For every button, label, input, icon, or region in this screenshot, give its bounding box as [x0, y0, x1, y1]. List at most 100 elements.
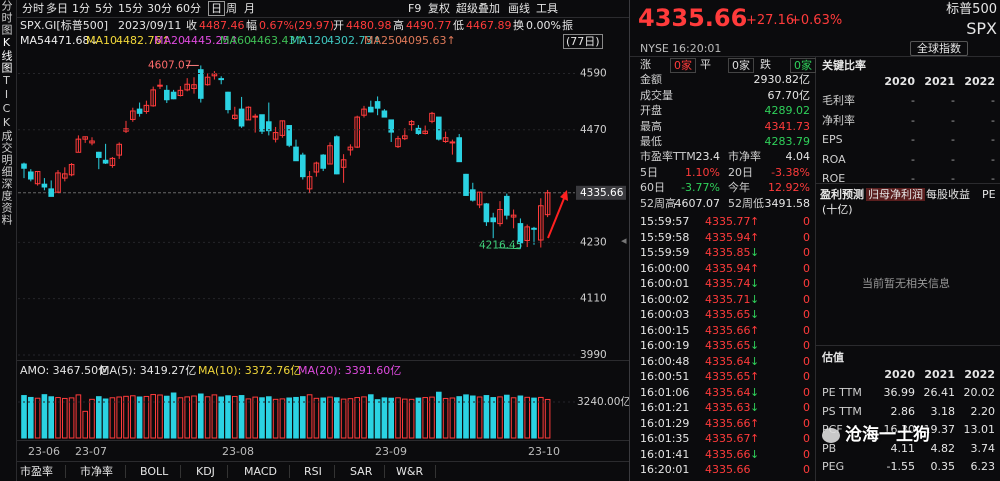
indicator-tab[interactable]: 市盈率 — [20, 465, 66, 478]
period-tab[interactable]: 30分 — [147, 2, 172, 15]
tool-button[interactable]: 画线 — [508, 2, 530, 15]
quote-value: 3491.58 — [764, 196, 811, 210]
tick-time: 16:01:41 — [640, 447, 690, 461]
volume-bar — [279, 398, 286, 439]
volume-bar — [313, 397, 320, 439]
tick-volume: 0 — [803, 308, 810, 321]
tick-volume: 0 — [803, 230, 810, 244]
valuation-value: 16.30 — [883, 423, 916, 436]
tick-dir: ↑ — [750, 215, 760, 228]
tick-volume: 0 — [803, 339, 810, 352]
volume-bar — [544, 398, 551, 439]
tick-dir: ↓ — [750, 401, 760, 414]
ma-name: MA20 — [154, 34, 186, 47]
indicator-tab[interactable]: W&R — [396, 465, 437, 478]
volume-bar — [184, 396, 190, 439]
forecast-tab[interactable]: 归母净利润 — [866, 188, 925, 201]
valuation-value: 36.99 — [883, 386, 916, 399]
info-text: 4490.77 — [406, 19, 452, 32]
range-label[interactable]: (77日) — [563, 34, 603, 49]
quote-label: 5日 — [640, 165, 658, 179]
quote-label: 市净率 — [728, 150, 761, 163]
volume-bar — [225, 395, 231, 439]
indicator-tab[interactable]: BOLL — [140, 465, 182, 478]
quote-label: 52周高 — [640, 196, 676, 210]
side-tab[interactable]: 分时图 — [0, 0, 13, 36]
period-tab[interactable]: 多日 — [46, 2, 68, 15]
period-tab[interactable]: 60分 — [176, 2, 201, 15]
divider — [816, 183, 1000, 184]
tick-dir: ↑ — [750, 416, 760, 430]
tick-time: 16:00:15 — [640, 323, 690, 337]
period-tab[interactable]: 15分 — [118, 2, 143, 15]
volume-bar — [109, 397, 116, 439]
tick-volume: 0 — [803, 401, 810, 414]
tick-dir: ↑ — [750, 370, 760, 383]
quote-value: 4283.79 — [764, 135, 811, 148]
x-tick-label: 23-09 — [375, 445, 407, 458]
valuation-value: 19.37 — [923, 423, 956, 436]
side-tab[interactable]: 深度资料 — [0, 178, 13, 226]
volume-bar — [34, 397, 41, 439]
ratio-value: - — [991, 94, 995, 107]
section-title: 关键比率 — [822, 59, 866, 72]
tick-dir: ↓ — [750, 447, 760, 461]
volume-bar — [524, 396, 531, 439]
volume-bar — [408, 398, 415, 439]
ratio-label: ROE — [822, 172, 846, 185]
low-label: 4216.45 — [479, 240, 522, 252]
indicator-tab[interactable]: RSI — [304, 465, 335, 478]
forecast-tab[interactable]: 盈利预测 — [820, 188, 864, 201]
ma-name: MA5 — [20, 34, 45, 47]
period-tab[interactable]: 日 — [208, 1, 225, 16]
volume-bar — [55, 397, 61, 439]
period-tab[interactable]: 周 — [226, 2, 237, 15]
change-pct: +0.63% — [790, 13, 843, 28]
quote-value: 4341.73 — [764, 119, 811, 133]
forecast-tab[interactable]: PE — [982, 188, 996, 201]
volume-bar — [28, 396, 34, 439]
period-tab[interactable]: 5分 — [95, 2, 113, 15]
side-tab[interactable]: 成交明细 — [0, 130, 13, 178]
tick-time: 16:01:06 — [640, 385, 690, 399]
tick-time: 16:01:35 — [640, 432, 690, 445]
volume-bar — [381, 397, 388, 439]
global-index-button[interactable]: 全球指数 — [910, 41, 968, 56]
breadth: 跌 — [760, 58, 771, 71]
volume-bar — [177, 397, 184, 439]
tick-time: 16:00:19 — [640, 339, 690, 352]
tick-dir: ↓ — [750, 354, 760, 368]
volume-bar — [170, 392, 177, 439]
volume-legend: MA(5): 3419.27亿 — [100, 364, 197, 377]
volume-bar — [388, 397, 394, 439]
indicator-tab[interactable]: 市净率 — [80, 465, 126, 478]
forecast-tab[interactable]: 每股收益 — [926, 188, 970, 201]
side-tab[interactable]: TICK — [0, 74, 13, 130]
tool-button[interactable]: 复权 — [428, 2, 450, 15]
tick-dir: ↑ — [750, 432, 760, 445]
tool-button[interactable]: 超级叠加 — [456, 2, 500, 15]
tool-button[interactable]: 工具 — [536, 2, 558, 15]
volume-bar — [218, 396, 224, 439]
period-tab[interactable]: 分时 — [22, 2, 44, 15]
ratio-value: - — [911, 94, 915, 107]
tick-time: 16:01:21 — [640, 401, 690, 414]
period-tab[interactable]: 1分 — [72, 2, 90, 15]
divider — [17, 360, 629, 361]
tool-button[interactable]: F9 — [408, 2, 422, 15]
divider — [629, 0, 630, 481]
info-text: 0.67%(29.97) — [259, 19, 335, 32]
indicator-tab[interactable]: MACD — [244, 465, 290, 478]
period-tab[interactable]: 月 — [244, 2, 255, 15]
indicator-tab[interactable]: KDJ — [196, 465, 228, 478]
collapse-icon[interactable]: ◂ — [621, 234, 627, 247]
quote-value: 12.92% — [768, 181, 810, 194]
tick-time: 16:00:03 — [640, 308, 690, 321]
tick-time: 15:59:57 — [640, 215, 690, 228]
indicator-tab[interactable]: SAR — [350, 465, 386, 478]
tick-time: 16:00:48 — [640, 354, 690, 368]
valuation-value: 4.82 — [930, 441, 956, 455]
side-tab[interactable]: K线图 — [0, 36, 13, 74]
ratio-value: - — [951, 172, 955, 185]
tick-price: 4335.74 — [705, 277, 751, 290]
